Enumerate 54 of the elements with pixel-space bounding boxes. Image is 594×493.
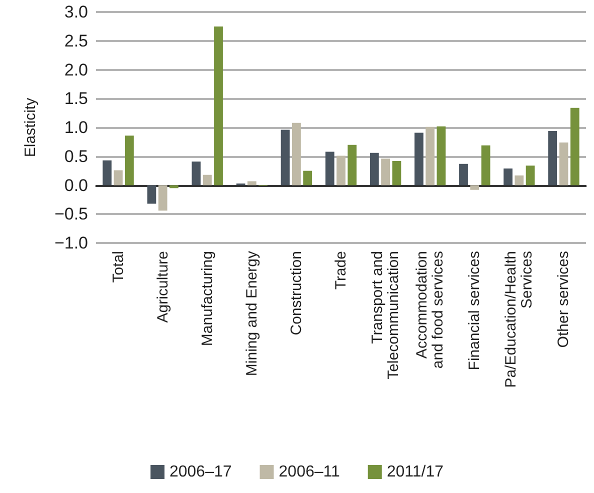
bar [292,122,301,186]
y-tick-label: 2.5 [64,31,88,50]
x-tick-label: Accommodation and food services [414,251,447,369]
bar [514,175,524,186]
bar [526,166,535,186]
bar [414,132,424,186]
y-tick-label: −0.5 [54,204,88,224]
y-tick-label: 0.0 [64,176,88,195]
bar [392,160,402,186]
bar [303,170,312,186]
bar [381,158,390,186]
bar [370,152,379,186]
x-tick-label: Manufacturing [198,251,216,346]
x-tick-label: Agriculture [154,251,172,323]
y-tick-label: 0.5 [64,146,88,166]
bar [504,168,512,186]
legend-label: 2006–17 [169,464,232,480]
y-tick-label: −1.0 [54,234,88,252]
x-tick-label: Trade [332,251,350,290]
bar [548,130,558,186]
legend-label: 2006–11 [278,464,340,480]
bar [426,126,435,186]
bar [481,145,490,186]
bar [147,185,156,204]
bar [470,185,480,190]
x-tick-label: Other services [555,251,572,348]
y-tick-label: 1.0 [64,118,88,137]
bar [124,136,134,186]
legend-label: 2011/17 [386,464,444,480]
x-tick-label: Pa/Education/Health Services [502,251,536,388]
bar [192,162,201,186]
x-tick-label: Mining and Energy [243,250,260,376]
x-tick-label: Financial services [466,251,484,370]
bar [348,144,357,186]
x-tick-label: Construction [288,251,305,336]
bar [114,170,123,186]
bar [336,156,346,186]
bar [325,152,334,186]
bar [202,174,212,186]
bar [102,160,112,186]
bar [559,142,568,186]
bar [570,108,580,186]
y-tick-label: 2.0 [64,60,88,80]
bar [436,126,446,186]
bar [158,185,168,211]
bar [214,26,223,186]
bar [280,130,290,186]
x-tick-label: Total [110,251,127,283]
y-axis-title: Elasticity [22,97,39,158]
y-tick-label: 3.0 [64,2,88,22]
x-tick-label: Transport and Telecommunication [369,251,402,380]
bar [459,164,468,186]
bar [247,181,256,186]
y-tick-label: 1.5 [64,89,88,108]
